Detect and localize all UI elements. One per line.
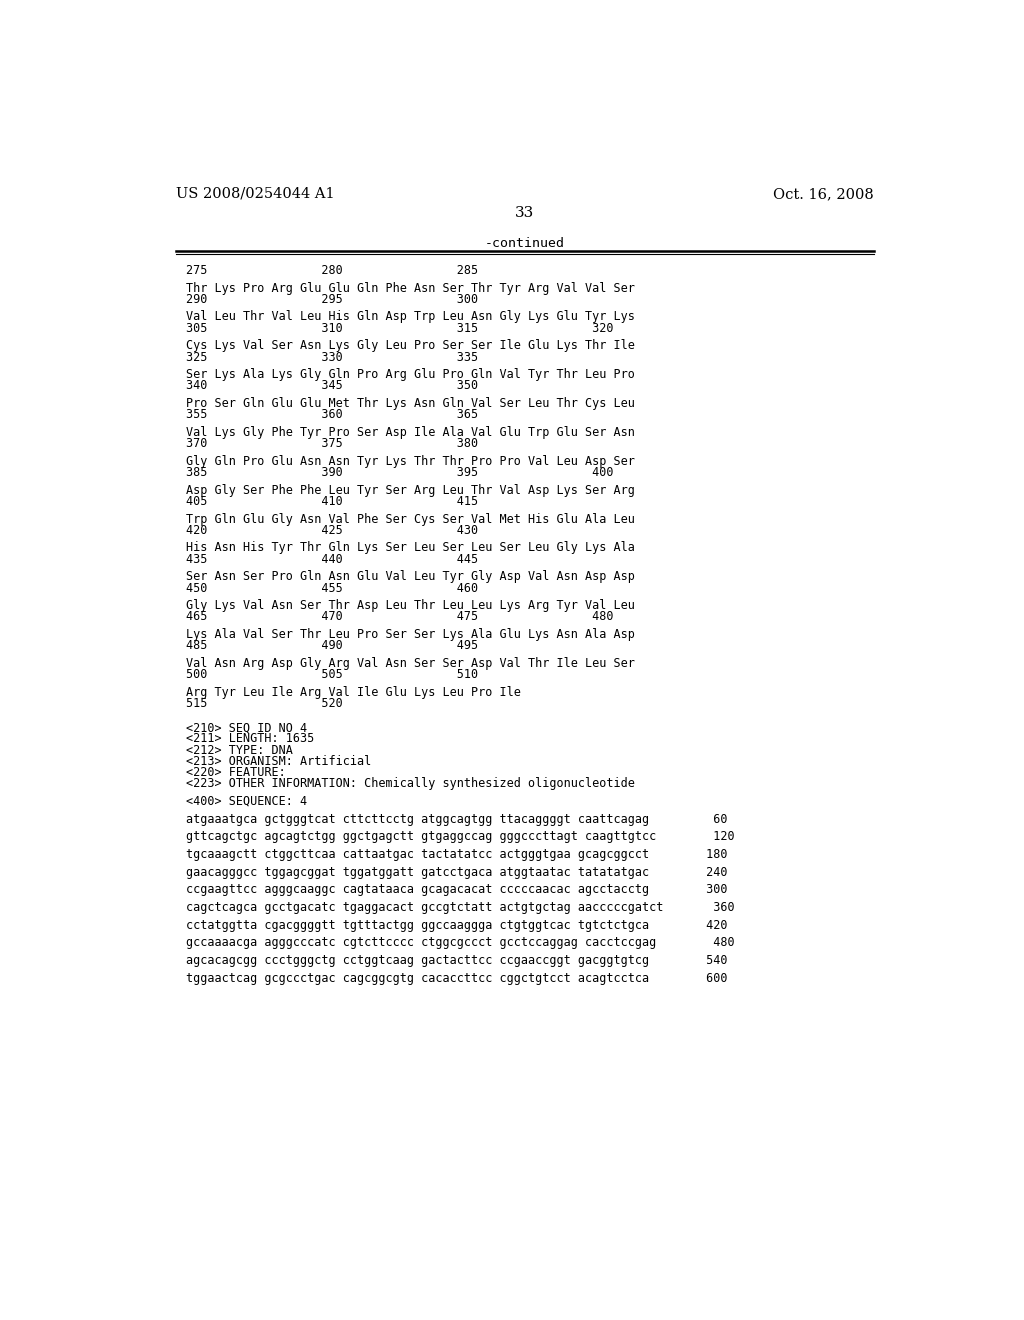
Text: <220> FEATURE:: <220> FEATURE: xyxy=(186,766,286,779)
Text: <212> TYPE: DNA: <212> TYPE: DNA xyxy=(186,743,293,756)
Text: 385                390                395                400: 385 390 395 400 xyxy=(186,466,613,479)
Text: Val Leu Thr Val Leu His Gln Asp Trp Leu Asn Gly Lys Glu Tyr Lys: Val Leu Thr Val Leu His Gln Asp Trp Leu … xyxy=(186,310,635,323)
Text: <211> LENGTH: 1635: <211> LENGTH: 1635 xyxy=(186,733,314,746)
Text: 275                280                285: 275 280 285 xyxy=(186,264,478,277)
Text: 515                520: 515 520 xyxy=(186,697,343,710)
Text: 325                330                335: 325 330 335 xyxy=(186,351,478,363)
Text: 290                295                300: 290 295 300 xyxy=(186,293,478,306)
Text: <400> SEQUENCE: 4: <400> SEQUENCE: 4 xyxy=(186,795,307,808)
Text: 33: 33 xyxy=(515,206,535,220)
Text: Cys Lys Val Ser Asn Lys Gly Leu Pro Ser Ser Ile Glu Lys Thr Ile: Cys Lys Val Ser Asn Lys Gly Leu Pro Ser … xyxy=(186,339,635,352)
Text: 450                455                460: 450 455 460 xyxy=(186,582,478,594)
Text: Ser Lys Ala Lys Gly Gln Pro Arg Glu Pro Gln Val Tyr Thr Leu Pro: Ser Lys Ala Lys Gly Gln Pro Arg Glu Pro … xyxy=(186,368,635,381)
Text: 305                310                315                320: 305 310 315 320 xyxy=(186,322,613,335)
Text: His Asn His Tyr Thr Gln Lys Ser Leu Ser Leu Ser Leu Gly Lys Ala: His Asn His Tyr Thr Gln Lys Ser Leu Ser … xyxy=(186,541,635,554)
Text: cagctcagca gcctgacatc tgaggacact gccgtctatt actgtgctag aacccccgatct       360: cagctcagca gcctgacatc tgaggacact gccgtct… xyxy=(186,902,735,913)
Text: gccaaaacga agggcccatc cgtcttcccc ctggcgccct gcctccaggag cacctccgag        480: gccaaaacga agggcccatc cgtcttcccc ctggcgc… xyxy=(186,936,735,949)
Text: agcacagcgg ccctgggctg cctggtcaag gactacttcc ccgaaccggt gacggtgtcg        540: agcacagcgg ccctgggctg cctggtcaag gactact… xyxy=(186,954,728,968)
Text: 405                410                415: 405 410 415 xyxy=(186,495,478,508)
Text: 420                425                430: 420 425 430 xyxy=(186,524,478,537)
Text: atgaaatgca gctgggtcat cttcttcctg atggcagtgg ttacaggggt caattcagag         60: atgaaatgca gctgggtcat cttcttcctg atggcag… xyxy=(186,813,728,825)
Text: -continued: -continued xyxy=(484,238,565,249)
Text: Asp Gly Ser Phe Phe Leu Tyr Ser Arg Leu Thr Val Asp Lys Ser Arg: Asp Gly Ser Phe Phe Leu Tyr Ser Arg Leu … xyxy=(186,483,635,496)
Text: Oct. 16, 2008: Oct. 16, 2008 xyxy=(773,187,873,201)
Text: Val Lys Gly Phe Tyr Pro Ser Asp Ile Ala Val Glu Trp Glu Ser Asn: Val Lys Gly Phe Tyr Pro Ser Asp Ile Ala … xyxy=(186,426,635,440)
Text: gaacagggcc tggagcggat tggatggatt gatcctgaca atggtaatac tatatatgac        240: gaacagggcc tggagcggat tggatggatt gatcctg… xyxy=(186,866,728,879)
Text: tggaactcag gcgccctgac cagcggcgtg cacaccttcc cggctgtcct acagtcctca        600: tggaactcag gcgccctgac cagcggcgtg cacacct… xyxy=(186,972,728,985)
Text: <213> ORGANISM: Artificial: <213> ORGANISM: Artificial xyxy=(186,755,372,768)
Text: 435                440                445: 435 440 445 xyxy=(186,553,478,566)
Text: Lys Ala Val Ser Thr Leu Pro Ser Ser Lys Ala Glu Lys Asn Ala Asp: Lys Ala Val Ser Thr Leu Pro Ser Ser Lys … xyxy=(186,628,635,642)
Text: <223> OTHER INFORMATION: Chemically synthesized oligonucleotide: <223> OTHER INFORMATION: Chemically synt… xyxy=(186,777,635,791)
Text: US 2008/0254044 A1: US 2008/0254044 A1 xyxy=(176,187,335,201)
Text: ccgaagttcc agggcaaggc cagtataaca gcagacacat cccccaacac agcctacctg        300: ccgaagttcc agggcaaggc cagtataaca gcagaca… xyxy=(186,883,728,896)
Text: Val Asn Arg Asp Gly Arg Val Asn Ser Ser Asp Val Thr Ile Leu Ser: Val Asn Arg Asp Gly Arg Val Asn Ser Ser … xyxy=(186,657,635,671)
Text: 500                505                510: 500 505 510 xyxy=(186,668,478,681)
Text: Arg Tyr Leu Ile Arg Val Ile Glu Lys Leu Pro Ile: Arg Tyr Leu Ile Arg Val Ile Glu Lys Leu … xyxy=(186,686,521,698)
Text: <210> SEQ ID NO 4: <210> SEQ ID NO 4 xyxy=(186,721,307,734)
Text: Trp Gln Glu Gly Asn Val Phe Ser Cys Ser Val Met His Glu Ala Leu: Trp Gln Glu Gly Asn Val Phe Ser Cys Ser … xyxy=(186,512,635,525)
Text: 465                470                475                480: 465 470 475 480 xyxy=(186,610,613,623)
Text: 355                360                365: 355 360 365 xyxy=(186,408,478,421)
Text: cctatggtta cgacggggtt tgtttactgg ggccaaggga ctgtggtcac tgtctctgca        420: cctatggtta cgacggggtt tgtttactgg ggccaag… xyxy=(186,919,728,932)
Text: 485                490                495: 485 490 495 xyxy=(186,639,478,652)
Text: gttcagctgc agcagtctgg ggctgagctt gtgaggccag gggcccttagt caagttgtcc        120: gttcagctgc agcagtctgg ggctgagctt gtgaggc… xyxy=(186,830,735,843)
Text: Gly Lys Val Asn Ser Thr Asp Leu Thr Leu Leu Lys Arg Tyr Val Leu: Gly Lys Val Asn Ser Thr Asp Leu Thr Leu … xyxy=(186,599,635,612)
Text: tgcaaagctt ctggcttcaa cattaatgac tactatatcc actgggtgaa gcagcggcct        180: tgcaaagctt ctggcttcaa cattaatgac tactata… xyxy=(186,847,728,861)
Text: Gly Gln Pro Glu Asn Asn Tyr Lys Thr Thr Pro Pro Val Leu Asp Ser: Gly Gln Pro Glu Asn Asn Tyr Lys Thr Thr … xyxy=(186,455,635,467)
Text: Thr Lys Pro Arg Glu Glu Gln Phe Asn Ser Thr Tyr Arg Val Val Ser: Thr Lys Pro Arg Glu Glu Gln Phe Asn Ser … xyxy=(186,281,635,294)
Text: 370                375                380: 370 375 380 xyxy=(186,437,478,450)
Text: 340                345                350: 340 345 350 xyxy=(186,379,478,392)
Text: Ser Asn Ser Pro Gln Asn Glu Val Leu Tyr Gly Asp Val Asn Asp Asp: Ser Asn Ser Pro Gln Asn Glu Val Leu Tyr … xyxy=(186,570,635,583)
Text: Pro Ser Gln Glu Glu Met Thr Lys Asn Gln Val Ser Leu Thr Cys Leu: Pro Ser Gln Glu Glu Met Thr Lys Asn Gln … xyxy=(186,397,635,411)
